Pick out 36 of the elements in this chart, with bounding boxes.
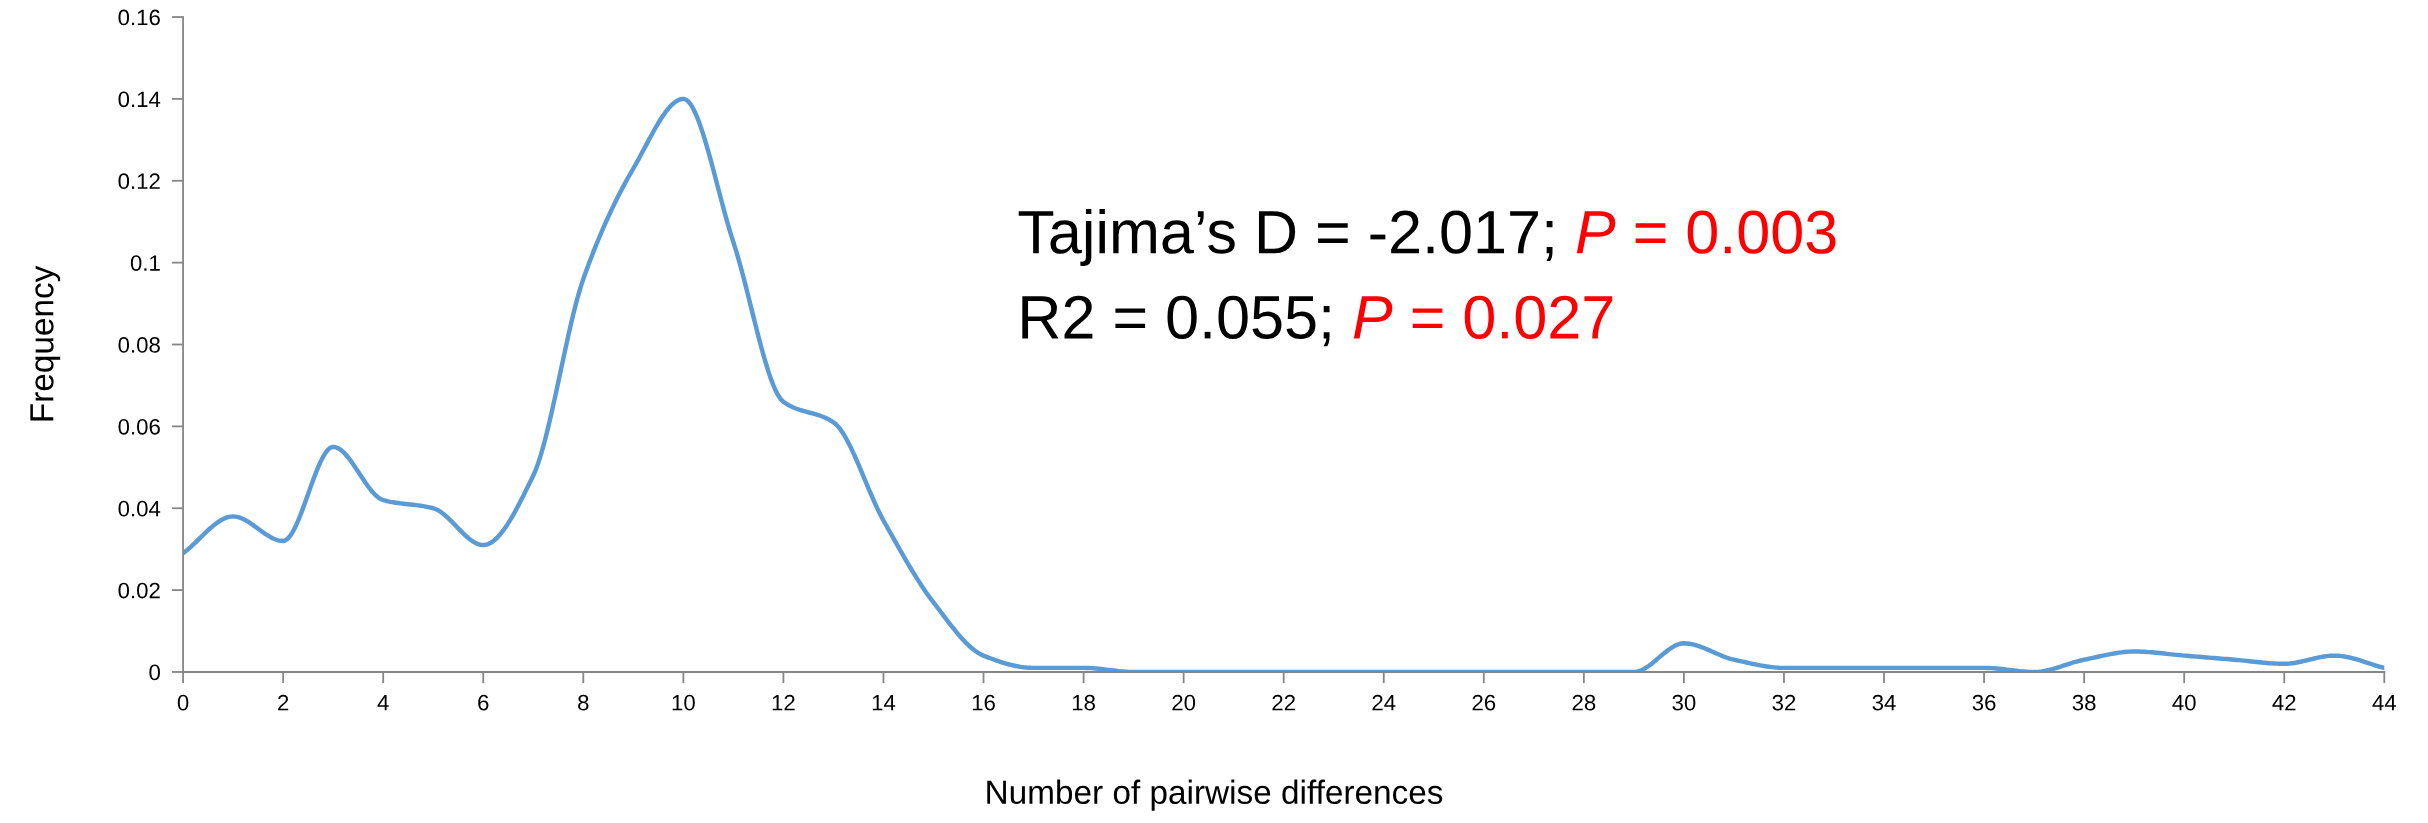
x-tick-label: 0 <box>177 694 189 711</box>
x-tick-label: 32 <box>1772 694 1796 711</box>
x-tick-label: 2 <box>278 694 289 711</box>
x-tick-label: 22 <box>1272 694 1295 711</box>
y-tick-label: 0.02 <box>118 582 160 599</box>
x-tick-label: 38 <box>2072 694 2096 711</box>
y-tick-label: 0.06 <box>118 418 160 435</box>
y-tick-label: 0.14 <box>118 91 161 108</box>
x-tick-label: 28 <box>1572 694 1596 711</box>
x-tick-label: 6 <box>478 694 489 711</box>
x-tick-label: 40 <box>2172 694 2196 711</box>
y-tick-label: 0.16 <box>118 9 160 26</box>
x-tick-label: 34 <box>1872 694 1896 711</box>
annotation: R2 = 0.055; P = 0.027 <box>1022 295 1613 347</box>
x-tick-label: 44 <box>2372 695 2397 711</box>
x-tick-label: 12 <box>772 694 795 711</box>
x-tick-label: 18 <box>1072 694 1095 711</box>
x-tick-label: 16 <box>972 694 995 711</box>
annotation: Tajima’s D = -2.017; P = 0.003 <box>1018 208 1836 266</box>
y-tick-label: 0 <box>149 664 160 681</box>
y-tick-label: 0.1 <box>130 255 160 271</box>
x-tick-label: 10 <box>672 694 695 711</box>
x-tick-label: 8 <box>578 694 589 711</box>
x-tick-label: 4 <box>377 695 389 711</box>
x-axis-title: Number of pairwise differences <box>987 779 1443 811</box>
x-tick-label: 42 <box>2272 694 2296 711</box>
y-tick-label: 0.08 <box>118 337 160 353</box>
x-tick-label: 36 <box>1972 694 1996 711</box>
y-tick-label: 0.04 <box>118 500 161 517</box>
x-tick-label: 14 <box>872 695 896 711</box>
x-tick-label: 24 <box>1372 694 1396 711</box>
y-tick-label: 0.12 <box>118 173 160 190</box>
y-axis-title: Frequency <box>30 265 61 421</box>
x-tick-label: 30 <box>1672 694 1696 711</box>
x-tick-label: 20 <box>1172 694 1196 711</box>
x-tick-label: 26 <box>1472 694 1496 711</box>
